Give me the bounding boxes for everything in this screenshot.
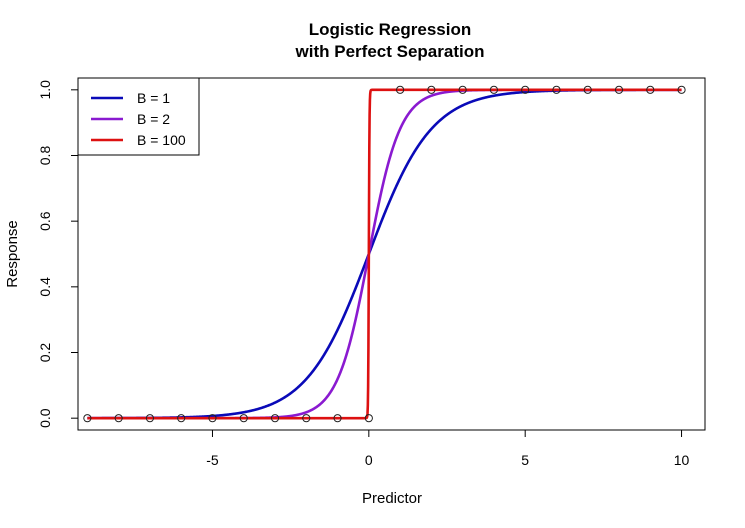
data-point: [145, 414, 155, 423]
data-point: [427, 85, 436, 94]
data-point: [583, 85, 592, 94]
y-tick-label: 1.0: [37, 80, 53, 100]
x-axis-label: Predictor: [362, 490, 422, 507]
data-points: [83, 85, 686, 423]
data-point: [677, 85, 686, 94]
data-point: [302, 414, 311, 423]
y-tick-label: 0.8: [37, 146, 53, 166]
data-point: [364, 414, 373, 423]
x-axis: -5 0 5 10: [206, 429, 690, 468]
y-axis-label: Response: [4, 220, 21, 288]
y-axis: 0.0 0.2 0.4 0.6 0.8 1.0: [37, 80, 79, 428]
series-line-b-100: [86, 88, 683, 420]
data-point: [239, 414, 248, 423]
legend-label: B = 1: [137, 90, 170, 106]
x-tick-label: -5: [206, 452, 219, 468]
data-point: [552, 85, 561, 94]
legend: B = 1 B = 2 B = 100: [77, 77, 200, 156]
y-tick-label: 0.0: [37, 408, 53, 428]
y-tick-label: 0.2: [37, 343, 53, 363]
data-point: [208, 414, 217, 423]
data-point: [177, 414, 186, 423]
x-tick-label: 5: [521, 452, 529, 468]
data-point: [458, 85, 467, 94]
chart-title: Logistic Regression: [309, 20, 471, 39]
data-point: [521, 85, 530, 94]
data-point: [646, 85, 655, 94]
data-point: [614, 85, 624, 94]
legend-box: [77, 77, 200, 156]
y-tick-label: 0.4: [37, 277, 53, 297]
data-point: [114, 414, 123, 423]
x-tick-label: 10: [674, 452, 690, 468]
chart-subtitle: with Perfect Separation: [295, 42, 485, 61]
series-layer: [86, 88, 683, 420]
data-point: [333, 414, 342, 423]
legend-label: B = 2: [137, 111, 170, 127]
data-point: [489, 85, 499, 94]
data-point: [83, 414, 92, 423]
legend-label: B = 100: [137, 132, 186, 148]
data-point: [270, 414, 280, 423]
data-point: [395, 85, 405, 94]
x-tick-label: 0: [365, 452, 373, 468]
y-tick-label: 0.6: [37, 211, 53, 231]
